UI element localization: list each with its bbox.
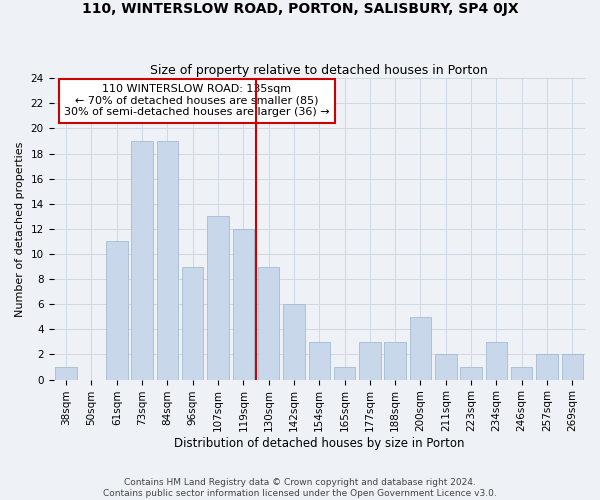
Bar [283, 304, 305, 380]
Bar [562, 354, 583, 380]
Bar [106, 242, 128, 380]
Title: Size of property relative to detached houses in Porton: Size of property relative to detached ho… [151, 64, 488, 77]
Bar [536, 354, 558, 380]
Bar [410, 317, 431, 380]
Text: 110 WINTERSLOW ROAD: 135sqm
← 70% of detached houses are smaller (85)
30% of sem: 110 WINTERSLOW ROAD: 135sqm ← 70% of det… [64, 84, 330, 117]
Bar [385, 342, 406, 380]
Text: 110, WINTERSLOW ROAD, PORTON, SALISBURY, SP4 0JX: 110, WINTERSLOW ROAD, PORTON, SALISBURY,… [82, 2, 518, 16]
Bar [131, 141, 153, 380]
Text: Contains HM Land Registry data © Crown copyright and database right 2024.
Contai: Contains HM Land Registry data © Crown c… [103, 478, 497, 498]
Y-axis label: Number of detached properties: Number of detached properties [15, 141, 25, 316]
Bar [258, 266, 280, 380]
Bar [207, 216, 229, 380]
Bar [308, 342, 330, 380]
Bar [55, 367, 77, 380]
X-axis label: Distribution of detached houses by size in Porton: Distribution of detached houses by size … [174, 437, 464, 450]
Bar [182, 266, 203, 380]
Bar [511, 367, 532, 380]
Bar [485, 342, 507, 380]
Bar [460, 367, 482, 380]
Bar [334, 367, 355, 380]
Bar [435, 354, 457, 380]
Bar [359, 342, 380, 380]
Bar [157, 141, 178, 380]
Bar [233, 229, 254, 380]
